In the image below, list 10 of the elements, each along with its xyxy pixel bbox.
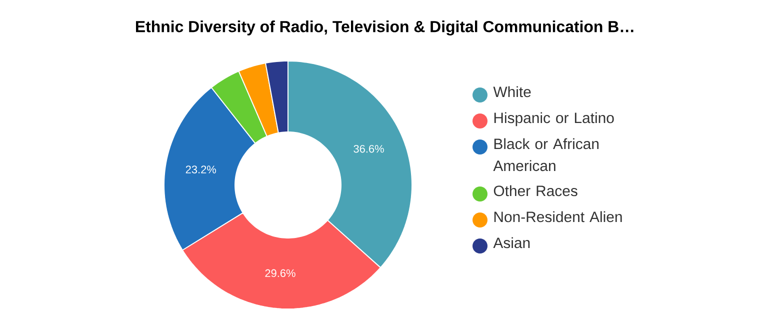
legend-label: Non-Resident Alien [494,211,622,222]
legend-label: Hispanic or Latino [494,112,614,126]
legend-label: Other Races [494,185,578,196]
legend-label: Asian [493,237,530,248]
legend-label: White [493,86,531,98]
chart-title: Ethnic Diversity of Radio, Television & Digital Communication B… [136,20,634,36]
data-label: 36.6% [354,144,384,153]
data-label: 23.2% [186,166,216,174]
data-label: 29.6% [265,269,296,278]
legend-label: Black or African American [493,138,599,172]
